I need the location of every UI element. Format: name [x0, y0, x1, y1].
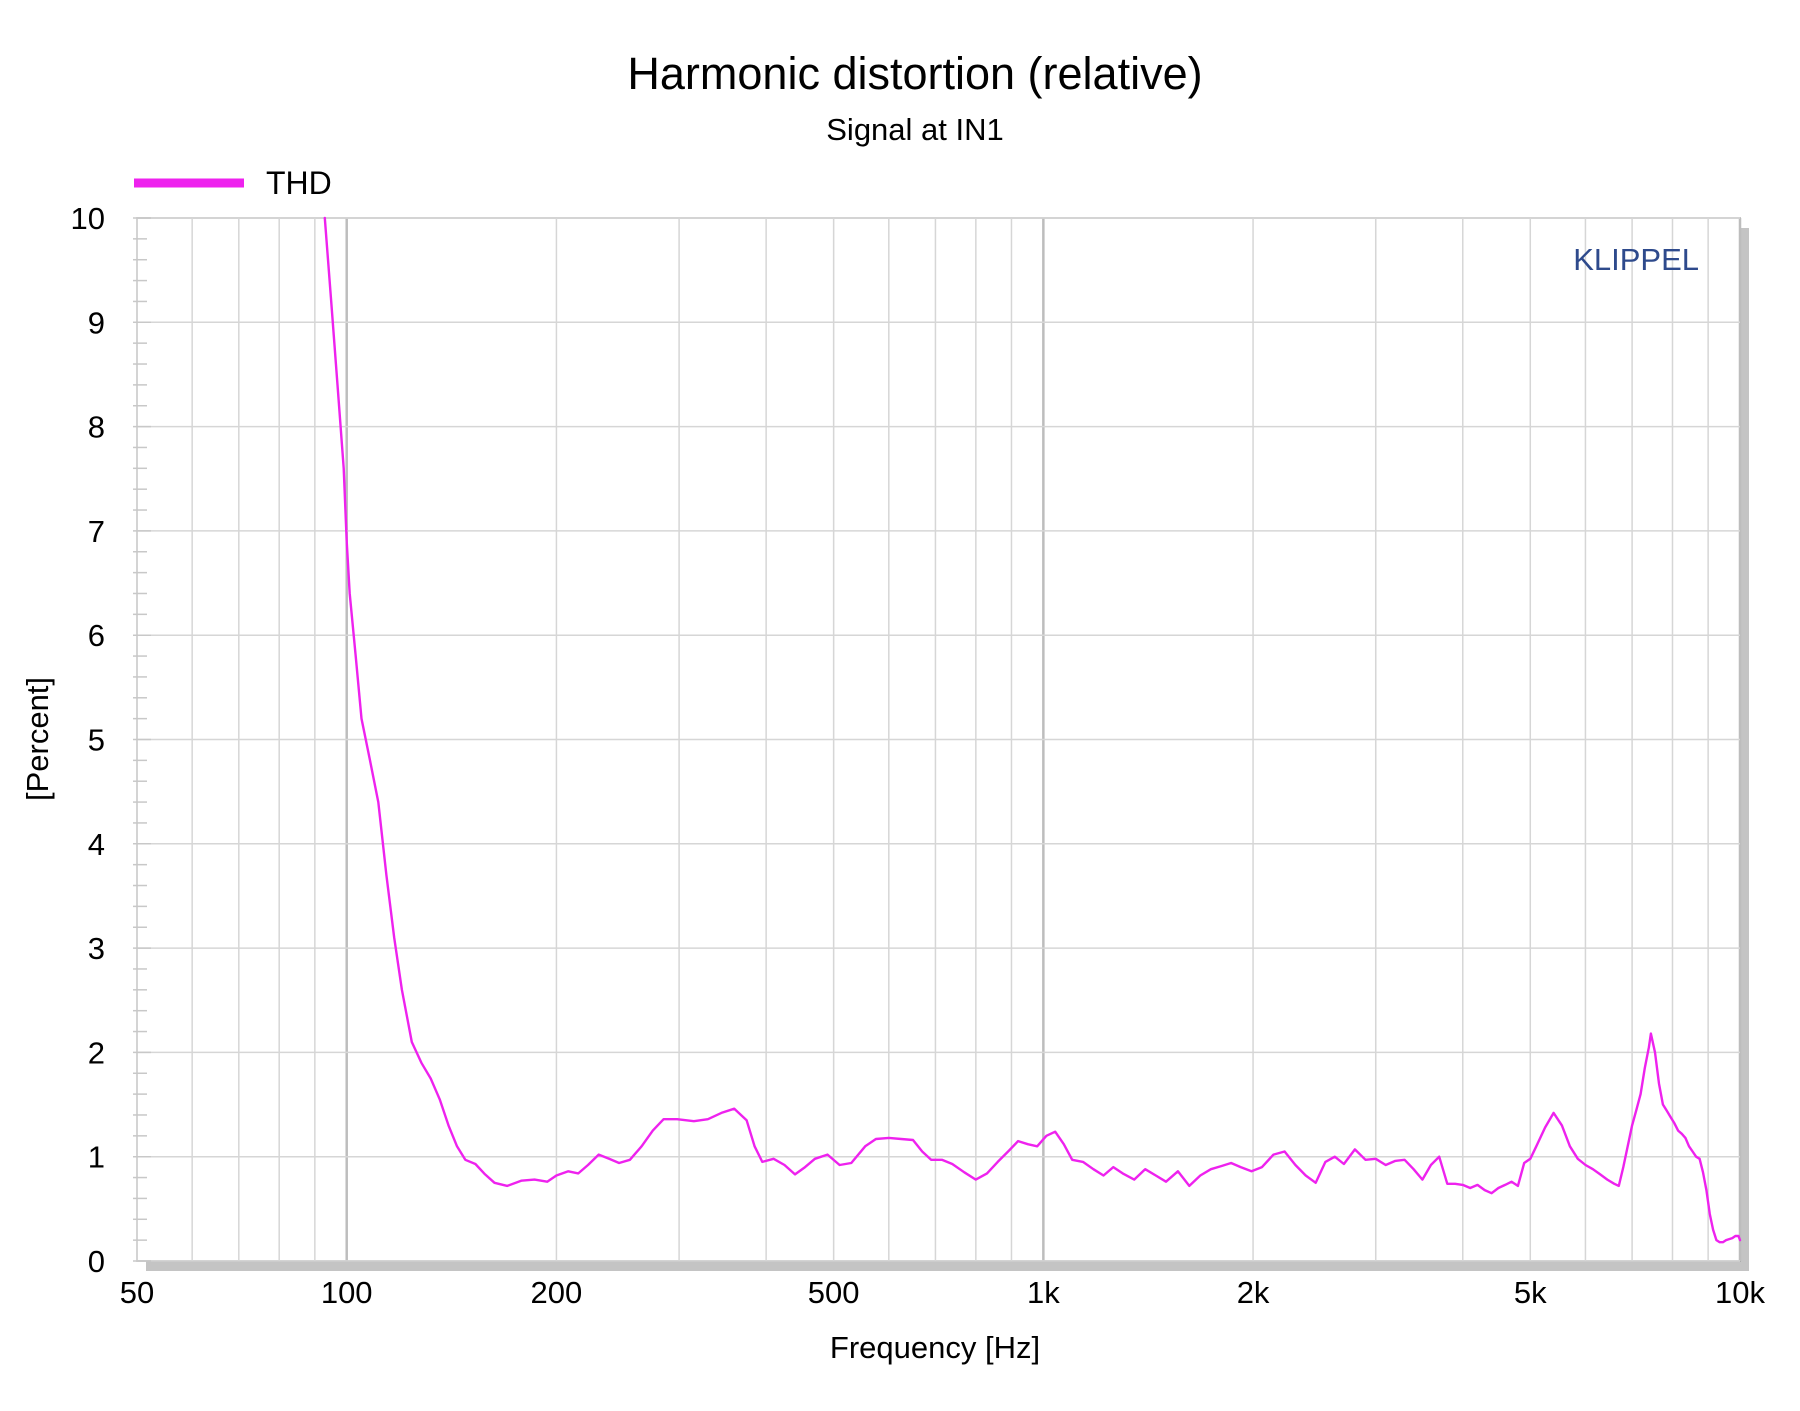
y-tick-labels: 0 1 2 3 4 5 6 7 8 9 10 — [71, 201, 105, 1279]
series-line-thd — [323, 216, 1742, 1244]
x-tick-label: 100 — [321, 1275, 373, 1310]
y-tick-label: 4 — [88, 827, 105, 862]
y-tick-label: 7 — [88, 514, 105, 549]
x-tick-label: 50 — [120, 1275, 154, 1310]
x-tick-label: 500 — [808, 1275, 860, 1310]
x-tick-label: 1k — [1027, 1275, 1060, 1310]
y-minor-ticks — [133, 217, 151, 1262]
y-tick-label: 2 — [88, 1035, 105, 1070]
legend-label-thd: THD — [266, 165, 332, 201]
y-tick-label: 6 — [88, 618, 105, 653]
series-layer — [323, 216, 1742, 1244]
x-tick-labels: 50 100 200 500 1k 2k 5k 10k — [120, 1275, 1766, 1310]
y-tick-label: 8 — [88, 410, 105, 445]
x-tick-label: 200 — [531, 1275, 583, 1310]
chart-title: Harmonic distortion (relative) — [627, 48, 1202, 99]
chart-subtitle: Signal at IN1 — [826, 112, 1004, 147]
y-tick-label: 5 — [88, 723, 105, 758]
y-tick-label: 9 — [88, 305, 105, 340]
y-tick-label: 10 — [71, 201, 105, 236]
x-tick-label: 10k — [1715, 1275, 1765, 1310]
y-tick-label: 1 — [88, 1140, 105, 1175]
x-tick-label: 2k — [1237, 1275, 1270, 1310]
legend: THD — [134, 165, 332, 201]
grid — [136, 217, 1742, 1262]
x-tick-label: 5k — [1514, 1275, 1547, 1310]
watermark: KLIPPEL — [1573, 242, 1699, 277]
y-tick-label: 3 — [88, 931, 105, 966]
y-tick-label: 0 — [88, 1244, 105, 1279]
x-axis-label: Frequency [Hz] — [830, 1330, 1040, 1365]
y-axis-label: [Percent] — [20, 677, 55, 801]
